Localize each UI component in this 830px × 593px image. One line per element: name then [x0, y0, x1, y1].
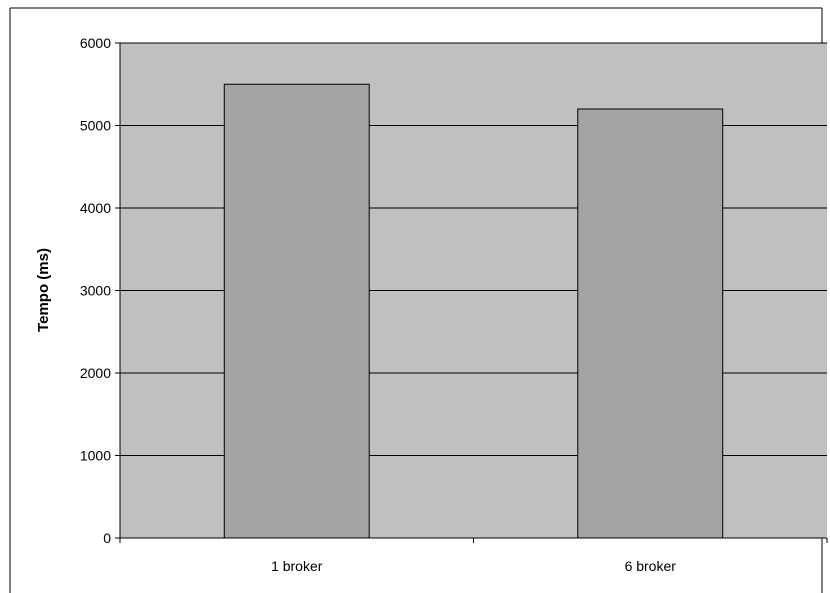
x-tick-label: 6 broker: [625, 558, 677, 574]
y-tick-label: 6000: [80, 35, 111, 51]
y-axis-label: Tempo (ms): [35, 248, 52, 332]
bar: [223, 83, 370, 539]
bar: [577, 108, 724, 539]
y-tick-label: 5000: [80, 118, 111, 134]
x-axis-ticks: 1 broker 6 broker: [119, 538, 828, 574]
y-tick-label: 1000: [80, 448, 111, 464]
y-axis-ticks: 0 1000 2000 3000 4000 5000 6000: [80, 35, 120, 546]
x-tick-label: 1 broker: [271, 558, 323, 574]
y-tick-label: 0: [103, 530, 111, 546]
y-tick-label: 3000: [80, 283, 111, 299]
bars: [223, 83, 724, 539]
y-tick-label: 2000: [80, 365, 111, 381]
y-tick-label: 4000: [80, 200, 111, 216]
